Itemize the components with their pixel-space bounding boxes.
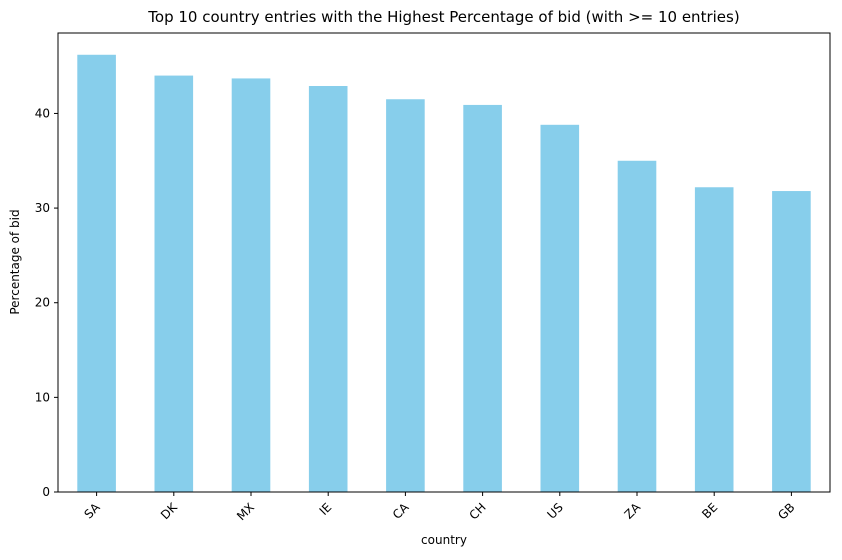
bar-mx [231,78,271,492]
y-tick-label: 20 [35,296,50,310]
x-tick-label: DK [158,499,181,522]
chart-title: Top 10 country entries with the Highest … [147,8,739,26]
x-axis: SA DK MX IE CA CH US ZA BE GB [81,492,798,523]
y-tick-label: 40 [35,106,50,120]
bar-gb [772,191,811,492]
y-axis-label: Percentage of bid [8,209,22,314]
bar-dk [154,75,194,492]
x-tick-label: BE [699,500,720,521]
y-axis: 0 10 20 30 40 [35,106,58,499]
bar-be [694,187,734,493]
x-tick-label: SA [81,500,103,522]
x-tick-label: CH [467,500,489,522]
bar-us [540,124,580,493]
x-tick-label: GB [775,500,797,522]
bar-ie [308,85,348,493]
x-tick-label: ZA [622,500,644,522]
x-tick-label: MX [234,500,257,523]
y-tick-label: 10 [35,390,50,404]
x-tick-label: IE [317,500,335,518]
bar-sa [77,54,116,493]
y-tick-label: 0 [42,485,50,499]
x-tick-label: CA [390,500,412,522]
plot-frame [57,32,831,493]
y-tick-label: 30 [35,201,50,215]
x-tick-label: US [544,500,566,522]
bar-ch [463,104,502,492]
bars-group [77,54,811,493]
bar-ca [386,99,425,492]
bar-za [617,160,657,493]
x-axis-label: country [421,533,467,547]
